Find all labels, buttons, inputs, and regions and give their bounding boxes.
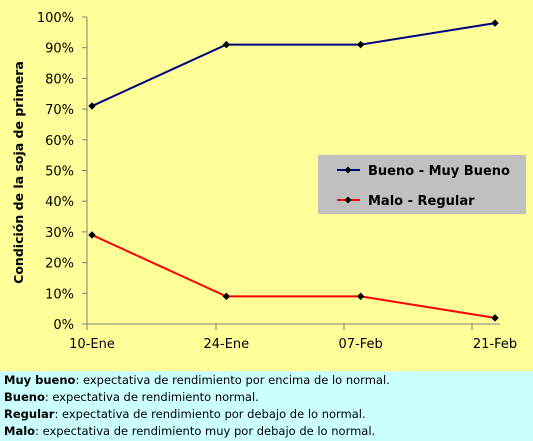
footnote-panel: Muy bueno: expectativa de rendimiento po… [0,371,533,441]
legend-box [318,155,526,214]
x-tick-label: 07-Feb [339,337,383,352]
footnote-regular: Regular: expectativa de rendimiento por … [4,407,366,421]
x-tick-label: 10-Ene [69,337,115,352]
y-tick-label: 10% [45,287,74,302]
y-tick-label: 90% [45,42,74,57]
data-point [88,231,96,239]
footnote-term: Regular [4,407,55,421]
chart-panel: 0% 10% 20% 30% 40% 50% 60% 70% 80% 90% 100% 10-Ene 2… [0,0,533,371]
y-tick-label: 30% [45,226,74,241]
y-tick-label: 80% [45,72,74,87]
y-tick-label: 60% [45,134,74,149]
data-point [222,40,231,49]
footnote-term: Muy bueno [4,373,76,387]
y-tick-label: 50% [45,165,74,180]
footnote-term: Malo [4,424,36,438]
footnote-text: : expectativa de rendimiento normal. [44,390,259,404]
legend-label: Bueno - Muy Bueno [368,164,510,179]
y-axis-title: Condición de la soja de primera [11,61,26,284]
x-tick-label: 24-Ene [203,337,249,352]
data-point [491,19,499,27]
legend-marker [344,166,352,174]
footnote-malo: Malo: expectativa de rendimiento muy por… [4,424,375,438]
footnote-text: : expectativa de rendimiento muy por deb… [35,424,376,438]
footnote-text: : expectativa de rendimiento por encima … [75,373,390,387]
legend-marker [344,196,352,204]
data-point [491,314,499,322]
line-chart: 0% 10% 20% 30% 40% 50% 60% 70% 80% 90% 100% 10-Ene 2… [11,11,526,352]
footnote-bueno: Bueno: expectativa de rendimiento normal… [4,390,259,404]
footnote-text: : expectativa de rendimiento por debajo … [54,407,366,421]
y-tick-label: 100% [37,11,74,26]
legend-label: Malo - Regular [368,194,475,209]
footnote-muy-bueno: Muy bueno: expectativa de rendimiento po… [4,373,390,387]
data-point [222,292,231,301]
y-tick-label: 70% [45,103,74,118]
footnote-term: Bueno [4,390,45,404]
series-line [91,234,496,319]
data-point [88,102,96,110]
y-tick-label: 0% [53,318,74,333]
y-tick-label: 40% [45,195,74,210]
x-tick-label: 21-Feb [473,337,517,352]
data-point [356,40,365,49]
series-line [91,22,496,107]
data-point [356,292,365,301]
y-tick-label: 20% [45,257,74,272]
